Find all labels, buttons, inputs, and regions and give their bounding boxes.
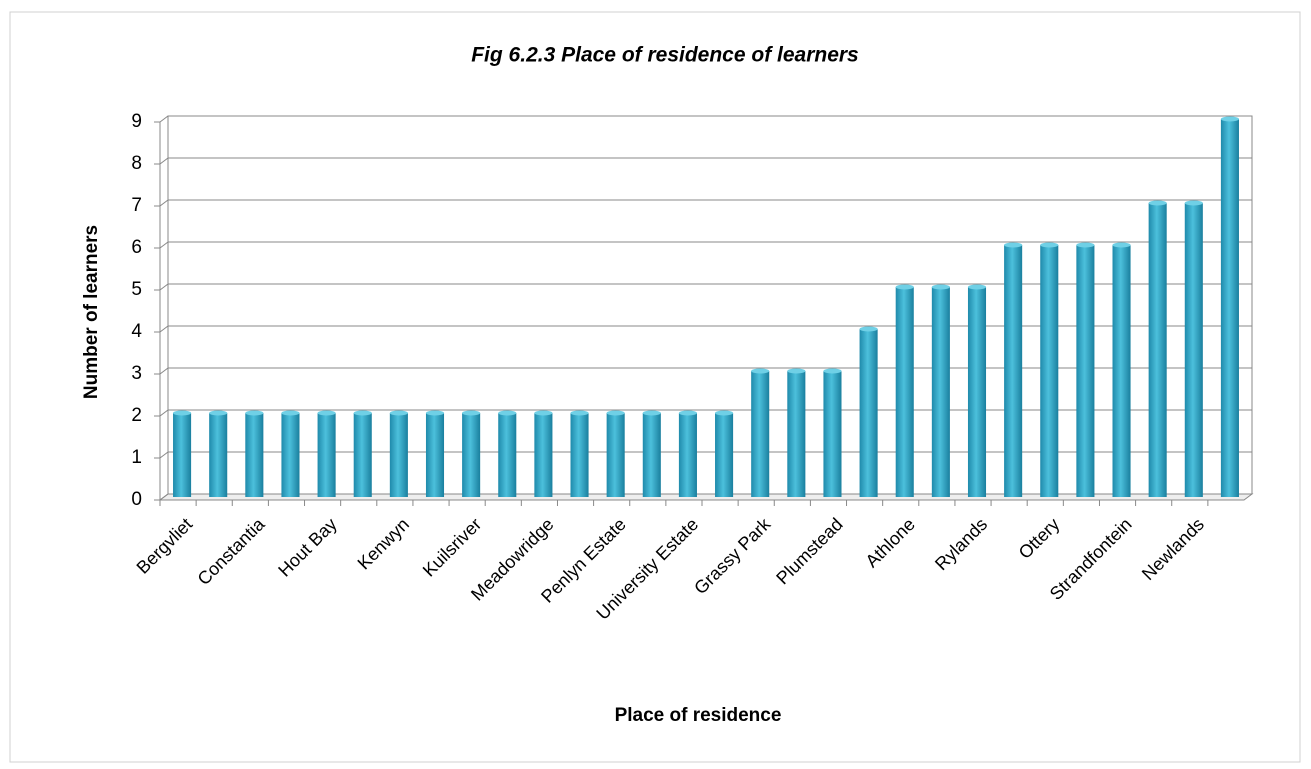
grid-line	[159, 451, 1252, 459]
y-tick-label: 2	[131, 405, 142, 426]
bar	[1112, 245, 1131, 497]
bar	[389, 413, 408, 497]
grid-line	[159, 157, 1252, 165]
bar	[931, 287, 950, 497]
x-axis-label: Place of residence	[615, 705, 782, 726]
y-tick-label: 8	[131, 153, 142, 174]
bar	[823, 371, 842, 497]
bar-top	[425, 410, 445, 416]
y-tick-label: 3	[131, 363, 142, 384]
bar-top	[1004, 242, 1023, 248]
bar-top	[1220, 116, 1239, 122]
grid-line	[159, 367, 1252, 375]
bar	[967, 287, 987, 497]
bar-top	[209, 410, 228, 416]
y-tick-label: 6	[131, 237, 142, 258]
bar	[678, 413, 697, 497]
bar-top	[570, 410, 589, 416]
bar	[606, 413, 625, 497]
bar	[173, 413, 192, 497]
bar-top	[642, 410, 661, 416]
grid-line	[159, 493, 1252, 501]
bar	[787, 371, 806, 497]
bar	[642, 413, 661, 497]
bar-top	[678, 410, 697, 416]
bar	[209, 413, 228, 497]
bar	[498, 413, 517, 497]
grid-line	[159, 283, 1252, 291]
grid-line	[159, 409, 1252, 417]
grid-line	[159, 199, 1252, 207]
bar-top	[245, 410, 264, 416]
grid-line	[159, 325, 1252, 333]
bar-top	[1112, 242, 1131, 248]
bar-top	[1148, 200, 1167, 206]
bar	[1076, 245, 1095, 497]
bar-top	[317, 410, 336, 416]
bar-top	[462, 410, 481, 416]
bar-top	[715, 410, 734, 416]
bar	[425, 413, 445, 497]
bar	[1004, 245, 1023, 497]
bar-top	[859, 326, 878, 332]
grid-line	[159, 115, 1252, 123]
y-tick-label: 7	[131, 195, 142, 216]
y-tick-label: 9	[131, 111, 142, 132]
bar-top	[895, 284, 914, 290]
bar-top	[823, 368, 842, 374]
bar-top	[606, 410, 625, 416]
bar	[353, 413, 372, 497]
bar-top	[1184, 200, 1203, 206]
y-axis-label: Number of learners	[81, 225, 102, 399]
bar	[751, 371, 770, 497]
bar	[895, 287, 914, 497]
bar	[281, 413, 300, 497]
bar	[859, 329, 878, 497]
bar	[1184, 203, 1203, 497]
bar	[534, 413, 553, 497]
bar-top	[1040, 242, 1059, 248]
bar	[1040, 245, 1059, 497]
bar	[715, 413, 734, 497]
bar-top	[173, 410, 192, 416]
bar	[1220, 119, 1239, 497]
bar	[317, 413, 336, 497]
bar	[570, 413, 589, 497]
bar	[1148, 203, 1167, 497]
y-tick-label: 0	[131, 489, 142, 510]
bar-top	[751, 368, 770, 374]
bar	[462, 413, 481, 497]
bar-top	[1076, 242, 1095, 248]
bar	[245, 413, 264, 497]
bar-top	[353, 410, 372, 416]
bar-top	[281, 410, 300, 416]
bar-top	[534, 410, 553, 416]
bar-top	[389, 410, 408, 416]
y-tick-label: 5	[131, 279, 142, 300]
y-tick-label: 1	[131, 447, 142, 468]
bar-top	[498, 410, 517, 416]
grid-line	[159, 241, 1252, 249]
bar-top	[931, 284, 950, 290]
bar-top	[967, 284, 987, 290]
bar-top	[787, 368, 806, 374]
y-tick-label: 4	[131, 321, 142, 342]
chart-frame	[9, 11, 1301, 763]
chart-title: Fig 6.2.3 Place of residence of learners	[471, 44, 859, 67]
